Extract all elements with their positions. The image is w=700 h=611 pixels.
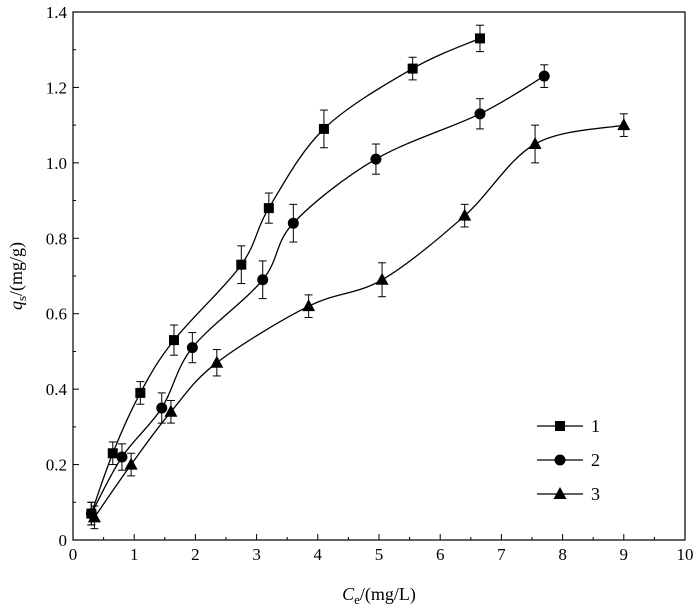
series-1-point [407,63,418,74]
series-2-point [287,217,299,229]
x-tick-label: 3 [252,545,261,564]
series-2-point [257,274,269,286]
y-tick-label: 1.2 [46,78,67,97]
series-3-point [87,510,101,523]
series-3-point [124,457,138,470]
y-tick-label: 0.6 [46,305,67,324]
series-3-curve [93,124,624,518]
series-2-curve [90,75,545,514]
legend-label: 3 [591,484,600,504]
legend-item-2: 2 [537,450,600,470]
x-tick-label: 6 [436,545,445,564]
series-3-point [375,272,389,285]
legend-marker [553,487,567,499]
series-1-point [168,335,179,346]
series-2-point [156,402,168,414]
series-3-point [302,299,316,312]
x-tick-label: 2 [191,545,200,564]
error-bars [87,24,628,530]
x-axis-label: Ce/(mg/L) [342,584,416,607]
data-markers [85,33,631,523]
legend-item-3: 3 [537,484,600,504]
y-tick-label: 1.0 [46,154,67,173]
series-1-point [474,33,485,44]
legend-label: 1 [591,416,600,436]
series-2-point [538,70,550,82]
y-tick-label: 0.8 [46,229,67,248]
legend-marker [554,454,566,466]
x-tick-label: 4 [314,545,323,564]
x-tick-label: 8 [558,545,567,564]
x-tick-label: 1 [130,545,139,564]
x-tick-label: 7 [497,545,506,564]
series-1-point [107,448,118,459]
series-2-point [370,153,382,165]
series-3-point [617,118,631,131]
series-2-point [474,108,486,120]
y-tick-label: 1.4 [46,3,68,22]
y-axis-label: qs/(mg/g) [6,242,29,310]
y-tick-label: 0.4 [46,380,68,399]
legend-label: 2 [591,450,600,470]
y-tick-label: 0 [59,531,68,550]
x-tick-label: 5 [375,545,384,564]
y-tick-label: 0.2 [46,456,67,475]
series-3-point [164,404,178,417]
x-tick-label: 0 [69,545,78,564]
series-2-point [186,342,198,354]
y-axis-ticks: 0 0.2 0.4 0.6 0.8 1.0 1.2 1.4 [46,3,79,550]
series-3-point [528,137,542,149]
series-1-point [236,259,247,270]
series-2-point [116,451,128,463]
x-axis-ticks: 0 1 2 3 4 5 6 7 8 9 10 [69,534,694,564]
series-1-point [318,123,329,134]
legend: 1 2 3 [537,416,600,504]
series-1-point [135,387,146,398]
series-1-point [263,203,274,214]
series-3-point [210,355,224,368]
legend-marker [555,421,565,431]
series-3-point [458,208,472,221]
x-tick-label: 10 [677,545,694,564]
legend-item-1: 1 [537,416,600,436]
x-tick-label: 9 [620,545,629,564]
